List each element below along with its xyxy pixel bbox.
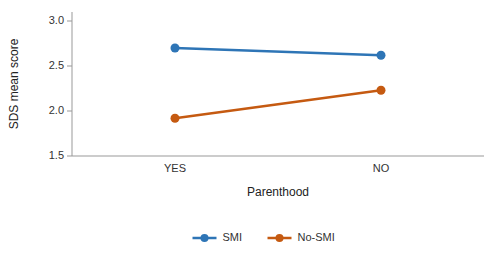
x-tick-label: YES: [164, 162, 186, 174]
x-axis-label: Parenthood: [247, 185, 309, 199]
series-marker: [171, 44, 180, 53]
series-line: [175, 48, 381, 55]
y-tick-label: 1.5: [49, 149, 64, 161]
series-marker: [171, 114, 180, 123]
legend-marker: [201, 234, 209, 242]
chart: 1.5 2.0 2.5 3.0 YES NO Parenthood SDS mean scor…: [0, 0, 500, 254]
series-marker: [377, 51, 386, 60]
chart-container: 1.5 2.0 2.5 3.0 YES NO Parenthood SDS mean scor…: [0, 0, 500, 254]
legend: SMI No-SMI: [193, 231, 335, 243]
plot-area: [171, 44, 386, 123]
y-tick-label: 2.0: [49, 104, 64, 116]
y-axis-line: [72, 12, 73, 156]
legend-label: No-SMI: [298, 231, 335, 243]
y-tick: [67, 156, 72, 157]
y-tick: [67, 21, 72, 22]
series-marker: [377, 86, 386, 95]
x-tick-label: NO: [373, 162, 390, 174]
legend-marker: [276, 234, 284, 242]
series-line: [175, 90, 381, 118]
y-tick: [67, 66, 72, 67]
y-axis-label: SDS mean score: [7, 38, 21, 129]
legend-label: SMI: [223, 231, 243, 243]
y-tick-label: 3.0: [49, 14, 64, 26]
x-axis-line: [72, 156, 484, 157]
y-tick-label: 2.5: [49, 59, 64, 71]
y-tick: [67, 111, 72, 112]
